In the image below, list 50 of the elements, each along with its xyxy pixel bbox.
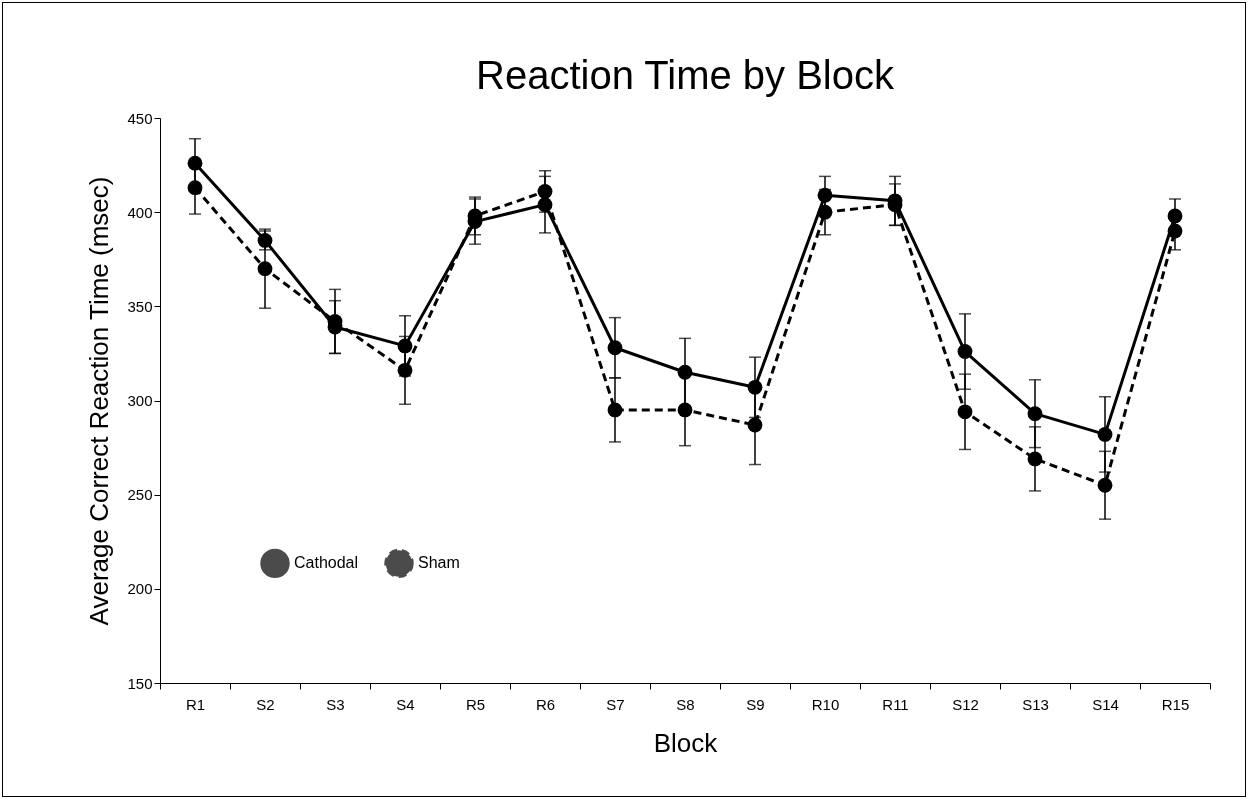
point [607, 340, 623, 356]
point [1167, 223, 1183, 239]
point [677, 402, 693, 418]
point [607, 402, 623, 418]
x-tick-label: R1 [185, 695, 206, 713]
point [537, 184, 553, 199]
y-tick-label: 400 [127, 203, 153, 221]
x-tick-label: S4 [396, 695, 415, 713]
point [257, 261, 273, 277]
x-tick-label: S7 [606, 695, 625, 713]
point [747, 379, 763, 395]
point [817, 204, 833, 220]
x-tick-label: S12 [952, 695, 979, 713]
y-tick-label: 200 [127, 580, 153, 598]
y-tick-label: 300 [127, 392, 153, 409]
x-tick-label: S14 [1092, 695, 1119, 713]
x-tick-label: S3 [326, 695, 345, 713]
x-tick-label: S8 [676, 695, 695, 713]
x-tick-label: R11 [882, 695, 909, 713]
chart-title: Reaction Time by Block [476, 53, 895, 97]
x-tick-label: R10 [811, 695, 840, 713]
point [187, 155, 203, 171]
point [817, 187, 833, 203]
point [677, 364, 693, 380]
x-axis-title: Block [653, 727, 719, 758]
point [187, 180, 203, 196]
y-tick-label: 150 [127, 674, 153, 692]
point [537, 197, 553, 213]
x-tick-label: R15 [1161, 695, 1190, 713]
point [1027, 451, 1043, 467]
x-tick-label: S9 [746, 695, 765, 713]
x-tick-label: R5 [465, 695, 486, 713]
x-tick-label: S13 [1022, 695, 1049, 713]
y-axis-title: Average Correct Reaction Time (msec) [84, 176, 115, 626]
x-tick-label: R6 [535, 695, 556, 713]
y-tick-label: 350 [127, 297, 153, 315]
point [397, 362, 413, 378]
y-tick-label: 450 [127, 109, 153, 127]
point [957, 344, 973, 359]
legend-label: Sham [418, 554, 460, 572]
point [397, 338, 413, 354]
point [1097, 477, 1113, 493]
legend-label: Cathodal [294, 554, 359, 572]
point [1097, 427, 1113, 442]
point [747, 417, 763, 433]
x-tick-label: S2 [256, 695, 275, 713]
point [1167, 208, 1183, 224]
y-tick-label: 250 [127, 486, 153, 504]
point [957, 404, 973, 420]
point [1027, 406, 1043, 422]
